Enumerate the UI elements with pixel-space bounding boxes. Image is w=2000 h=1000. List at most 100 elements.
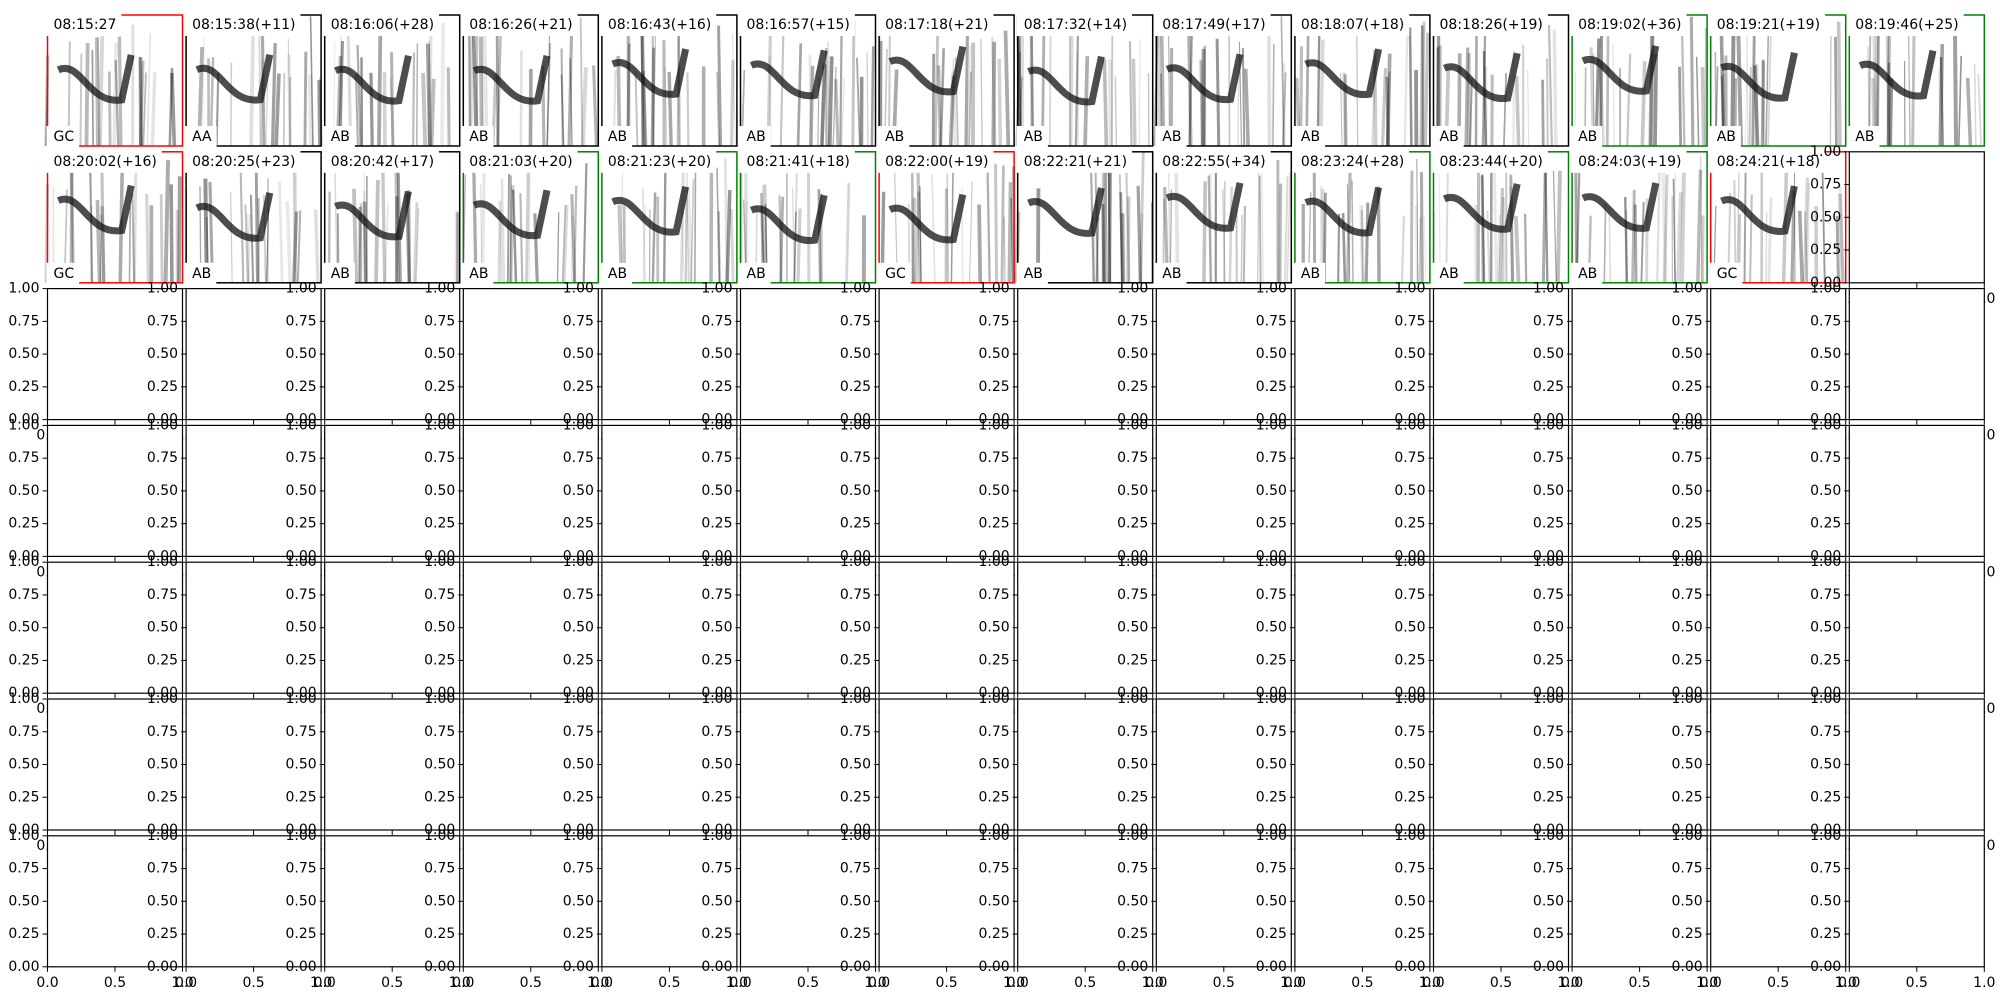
- spectrogram-streak: [163, 160, 171, 283]
- spectrogram-streak: [1128, 41, 1133, 147]
- y-tick-label: 0.50: [1810, 209, 1841, 225]
- axes-frame: [324, 288, 461, 421]
- spectrogram-streak: [820, 62, 826, 147]
- spectrogram-streak: [1156, 17, 1162, 147]
- spectrogram-streak: [820, 64, 827, 147]
- spectrogram-streak: [1419, 25, 1425, 147]
- spectrogram-streak: [546, 23, 551, 147]
- spectrogram-streak: [1095, 216, 1100, 283]
- panel-background: [879, 15, 1015, 146]
- spectrogram-streak: [170, 72, 177, 147]
- spectrogram-streak: [640, 31, 645, 147]
- empty-axes: 0.000.250.500.751.000.00.51.0: [563, 281, 748, 444]
- spectrogram-streak: [1492, 153, 1498, 283]
- y-tick-label: 0.00: [1394, 959, 1425, 975]
- spectrogram-streak: [993, 163, 999, 283]
- y-tick-label: 0.50: [1672, 893, 1703, 909]
- y-tick-label: 0.00: [563, 959, 594, 975]
- spectrogram-streak: [1821, 163, 1826, 283]
- empty-axes: 0.000.250.500.751.000.00.51.0: [286, 691, 471, 854]
- spectrogram-streak: [95, 199, 102, 283]
- axes-frame: [601, 288, 738, 421]
- spectrogram-streak: [412, 52, 416, 147]
- spectrogram-streak: [827, 56, 834, 147]
- y-tick-label: 0.50: [1256, 893, 1287, 909]
- y-tick-label: 0.50: [8, 346, 39, 362]
- y-tick-label: 0.50: [840, 620, 871, 636]
- y-tick-label: 0.75: [1672, 587, 1703, 603]
- y-tick-label: 1.00: [1394, 828, 1425, 844]
- panel-label: AB: [1578, 266, 1597, 282]
- spectrogram-streak: [79, 53, 83, 147]
- spectrogram-call: [1442, 183, 1521, 233]
- spectrogram-streak: [1359, 205, 1366, 283]
- y-tick-label: 0.00: [563, 412, 594, 428]
- x-tick-label: 0.0: [1007, 975, 1029, 991]
- y-tick-label: 0.75: [1810, 587, 1841, 603]
- spectrogram-streak: [313, 209, 320, 283]
- y-tick-label: 0.00: [1810, 822, 1841, 838]
- spectrogram-streak: [282, 72, 286, 147]
- spectrogram-panel: 08:23:24(+28) AB: [1293, 150, 1431, 284]
- spectrogram-streak: [1631, 189, 1636, 283]
- spectrogram-panel: 08:16:43(+16) AB: [600, 14, 738, 147]
- label-box: [1016, 126, 1048, 147]
- panel-label: AB: [1440, 266, 1459, 282]
- y-tick-label: 0.25: [1672, 379, 1703, 395]
- y-tick-label: 0.75: [286, 861, 317, 877]
- spectrogram-streak: [1282, 72, 1287, 147]
- spectrogram-streak: [1700, 215, 1705, 283]
- y-tick-label: 0.25: [147, 379, 178, 395]
- panel-label: AB: [608, 266, 627, 282]
- y-tick-label: 1.00: [1672, 554, 1703, 570]
- y-tick-label: 0.50: [1394, 483, 1425, 499]
- y-tick-label: 0.00: [1533, 412, 1564, 428]
- spectrogram-streak: [363, 191, 366, 283]
- spectrogram-streak: [377, 20, 383, 147]
- y-tick-label: 0.75: [563, 450, 594, 466]
- y-tick-label: 1.00: [840, 417, 871, 433]
- x-tick-label: 0.5: [1628, 975, 1650, 991]
- y-tick-label: 0.25: [1672, 652, 1703, 668]
- spectrogram-panel: 08:15:27 GC: [44, 14, 184, 147]
- y-tick-label: 0.25: [147, 789, 178, 805]
- axes-frame: [1017, 835, 1154, 968]
- y-tick-label: 0.00: [979, 412, 1010, 428]
- axes-frame: [1571, 561, 1708, 694]
- panel-background: [1017, 15, 1153, 146]
- spectrogram-streak: [274, 73, 281, 147]
- y-tick-label: 0.25: [701, 926, 732, 942]
- panel-background: [1294, 15, 1430, 146]
- spectrogram-panel: 08:17:18(+21) AB: [878, 14, 1015, 147]
- y-tick-label: 0.25: [1533, 379, 1564, 395]
- y-tick-label: 0.25: [1533, 926, 1564, 942]
- y-tick-label: 0.75: [424, 313, 455, 329]
- y-tick-label: 0.50: [147, 757, 178, 773]
- y-tick-label: 0.75: [840, 587, 871, 603]
- title-box: [323, 14, 440, 36]
- spectrogram-streak: [425, 43, 432, 147]
- label-box: [1155, 126, 1187, 147]
- spectrogram-streak: [1283, 176, 1289, 283]
- spectrogram-streak: [620, 160, 624, 283]
- spectrogram-streak: [592, 65, 598, 147]
- panel-background: [740, 151, 876, 283]
- spectrogram-panel: 08:20:02(+16) GC: [44, 150, 184, 284]
- spectrogram-streak: [1523, 213, 1528, 283]
- spectrogram-streak: [1003, 216, 1006, 283]
- spectrogram-streak: [651, 20, 655, 147]
- spectrogram-streak: [651, 192, 657, 283]
- spectrogram-streak: [579, 17, 584, 147]
- panel-title: 08:23:44(+20): [1440, 154, 1543, 170]
- y-tick-label: 0.75: [1117, 587, 1148, 603]
- spectrogram-streak: [1753, 65, 1760, 147]
- spectrogram-streak: [1498, 187, 1505, 283]
- title-box: [600, 14, 717, 36]
- x-tick-label: 0.5: [797, 975, 819, 991]
- y-tick-label: 0.50: [840, 893, 871, 909]
- axes-frame: [1848, 698, 1985, 831]
- spectrogram-streak: [832, 66, 837, 147]
- y-tick-label: 0.75: [701, 587, 732, 603]
- y-tick-label: 0.00: [1672, 685, 1703, 701]
